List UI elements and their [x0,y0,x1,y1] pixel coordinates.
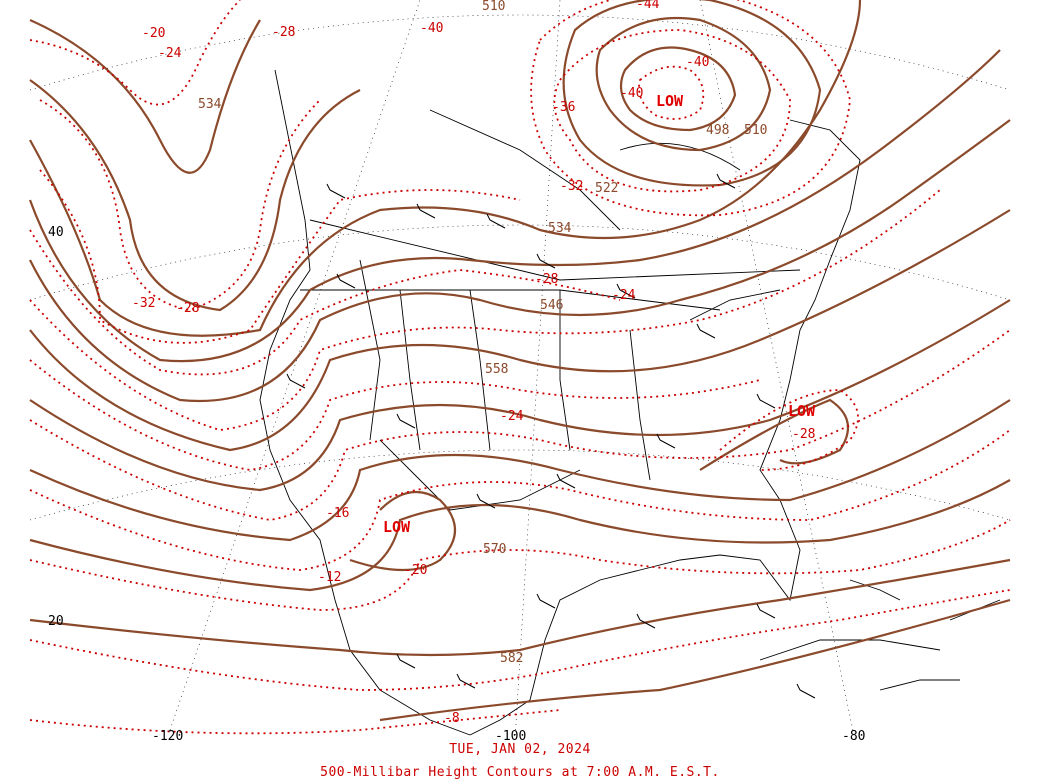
temp-label: -40 [420,21,443,36]
temp-label: -36 [552,100,575,115]
coastlines-and-borders [259,69,1001,736]
temp-label: -28 [792,427,815,442]
low-center-label: LOW [656,92,684,110]
temp-label: -32 [132,296,155,311]
lat-lon-graticule [29,0,1011,741]
height-label: 522 [595,181,618,196]
map-date: TUE, JAN 02, 2024 [449,742,591,757]
low-center-label: LOW [383,518,411,536]
temp-label: -12 [318,570,341,585]
height-label: 510 [744,123,767,138]
low-pressure-centers: LOW LOW LOW [383,92,816,536]
temp-label: -28 [176,301,199,316]
temp-label: -40 [686,55,709,70]
temp-label: -16 [326,506,349,521]
temp-label: -44 [636,0,660,12]
lon-label-120: -120 [152,729,183,744]
height-contour-labels: 534 510 522 534 546 558 570 582 498 510 [198,0,767,666]
temp-label: -20 [142,26,165,41]
temp-label: -24 [158,46,182,61]
temp-label: -28 [272,25,295,40]
height-label: 498 [706,123,729,138]
longitude-labels: -120 -100 -80 [152,729,865,744]
height-label: 558 [485,362,508,377]
temp-label: -32 [560,179,583,194]
height-contours [28,0,1011,722]
height-label: 582 [500,651,523,666]
latitude-labels: 40 20 [48,225,64,629]
temperature-contour-labels: -20 -24 -28 -40 -44 -40 -40 -36 -32 -28 … [132,0,815,726]
lon-label-100: -100 [495,729,526,744]
temp-label: -24 [612,288,636,303]
temp-label: -28 [535,272,558,287]
height-label: 546 [540,298,563,313]
wind-barbs [286,173,816,699]
height-label: 570 [483,542,506,557]
height-label: 534 [198,97,222,112]
lat-label-40: 40 [48,225,64,240]
temp-label: -8 [444,711,460,726]
temp-label: -24 [500,409,524,424]
height-label: 510 [482,0,505,14]
temperature-contours [29,0,1011,735]
map-title: 500-Millibar Height Contours at 7:00 A.M… [320,765,720,780]
low-center-label: LOW [788,402,816,420]
temp-label: -20 [404,563,427,578]
height-label: 534 [548,221,572,236]
lat-label-20: 20 [48,614,64,629]
lon-label-80: -80 [842,729,865,744]
temp-label: -40 [620,86,643,101]
